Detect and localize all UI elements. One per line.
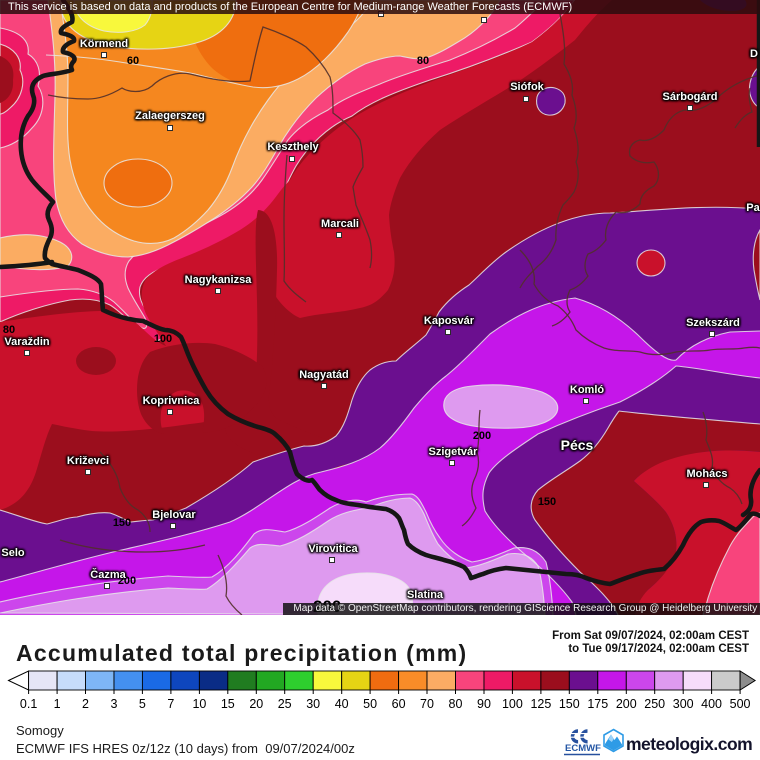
svg-text:0.1: 0.1 [20,697,37,711]
svg-text:80: 80 [3,324,15,336]
svg-text:10: 10 [192,697,206,711]
svg-text:60: 60 [392,697,406,711]
svg-text:400: 400 [701,697,722,711]
svg-text:175: 175 [587,697,608,711]
svg-text:100: 100 [502,697,523,711]
svg-text:150: 150 [559,697,580,711]
svg-text:20: 20 [249,697,263,711]
svg-text:200: 200 [616,697,637,711]
svg-text:3: 3 [111,697,118,711]
svg-text:80: 80 [417,55,429,67]
svg-text:25: 25 [278,697,292,711]
svg-text:200: 200 [473,430,491,442]
svg-text:150: 150 [113,517,131,529]
svg-text:2: 2 [82,697,89,711]
svg-text:30: 30 [306,697,320,711]
svg-text:70: 70 [420,697,434,711]
svg-text:100: 100 [154,333,172,345]
svg-text:500: 500 [730,697,751,711]
svg-text:7: 7 [167,697,174,711]
svg-text:200: 200 [118,575,136,587]
svg-text:90: 90 [477,697,491,711]
svg-text:1: 1 [54,697,61,711]
svg-text:300: 300 [673,697,694,711]
svg-text:150: 150 [538,496,556,508]
svg-text:60: 60 [127,55,139,67]
svg-text:50: 50 [363,697,377,711]
svg-text:250: 250 [644,697,665,711]
svg-text:15: 15 [221,697,235,711]
svg-text:40: 40 [335,697,349,711]
svg-text:80: 80 [449,697,463,711]
svg-text:125: 125 [530,697,551,711]
svg-text:5: 5 [139,697,146,711]
